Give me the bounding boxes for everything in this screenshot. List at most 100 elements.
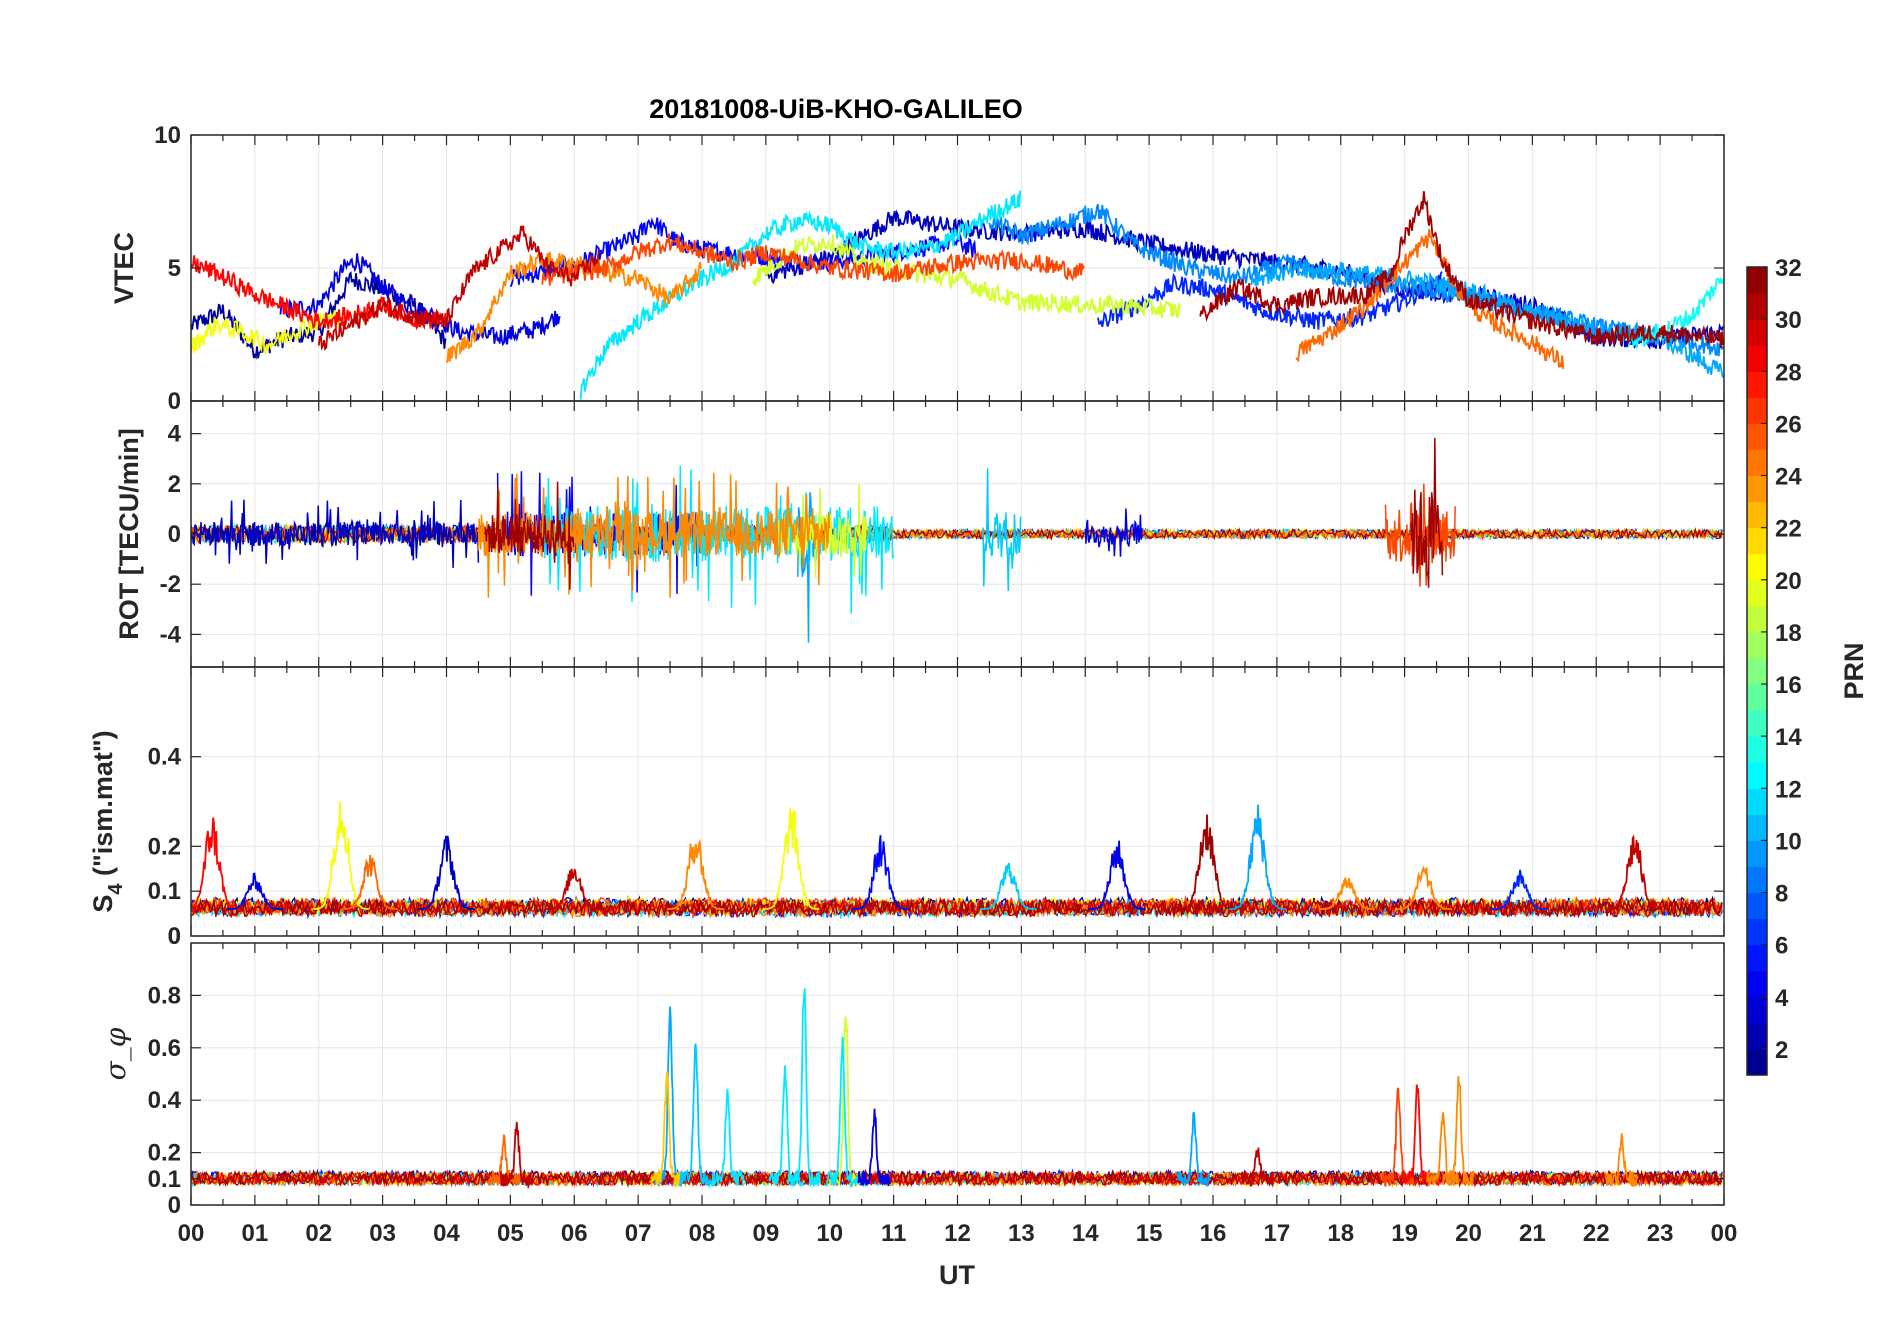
y-axis-label-s4-main: S (88, 895, 118, 913)
x-tick-label: 18 (1327, 1220, 1354, 1247)
colorbar-swatch (1747, 892, 1767, 920)
y-tick-label: 10 (154, 122, 181, 149)
colorbar-swatch (1747, 710, 1767, 737)
sigma-spike-prn-24 (1605, 1133, 1638, 1187)
plot-area-vtec (191, 190, 1724, 400)
colorbar-tick-label: 22 (1775, 516, 1802, 543)
s4-spike-prn-20 (312, 801, 370, 910)
colorbar-tick-label: 14 (1775, 724, 1802, 751)
y-tick-label: 0 (168, 388, 181, 415)
s4-spike-prn-4 (1088, 840, 1146, 910)
y-tick-label: 0 (168, 923, 181, 950)
colorbar-tick-label: 12 (1775, 776, 1802, 803)
x-tick-label: 13 (1008, 1220, 1035, 1247)
x-tick-label: 06 (561, 1220, 588, 1247)
colorbar-swatch (1747, 944, 1767, 972)
sigma-spike-prn-11 (678, 1043, 713, 1189)
colorbar-swatch (1747, 970, 1767, 998)
chart-title: 20181008-UiB-KHO-GALILEO (649, 94, 1023, 124)
y-axis-label-s4-rest: ("ism.mat") (88, 730, 118, 883)
plot-area-rot (191, 437, 1723, 643)
colorbar-swatch (1747, 449, 1767, 477)
x-tick-label: 03 (369, 1220, 396, 1247)
grid-s4 (190, 667, 1725, 937)
s4-spike-prn-28 (191, 817, 241, 910)
x-tick-label: 08 (689, 1220, 716, 1247)
sigma-spike-prn-24 (1442, 1076, 1475, 1186)
vtec-series-prn-13 (1627, 276, 1724, 349)
x-tick-label: 20 (1455, 1220, 1482, 1247)
colorbar-tick-label: 24 (1775, 464, 1802, 491)
x-tick-label: 11 (881, 1220, 906, 1247)
s4-spike-prn-24 (1318, 877, 1376, 910)
sigma-spike-prn-4 (857, 1108, 892, 1187)
sigma-spike-prn-12 (768, 1065, 802, 1187)
grid-sigma_phi (190, 943, 1725, 1206)
colorbar-swatch (1747, 501, 1767, 529)
y-axis-label-vtec: VTEC (109, 232, 139, 304)
sigma-spike-prn-25 (487, 1134, 521, 1186)
vtec-series-prn-26 (541, 233, 1085, 286)
colorbar-swatch (1747, 788, 1767, 815)
y-axis-label-rot: ROT [TECU/min] (114, 428, 144, 639)
y-tick-label: 2 (168, 471, 181, 498)
s4-spike-prn-20 (762, 808, 820, 910)
plot-area-sigma_phi (191, 988, 1723, 1190)
vtec-series-prn-25 (1295, 229, 1565, 369)
rot-burst-prn-31 (484, 481, 575, 590)
colorbar-swatch (1747, 293, 1767, 320)
vtec-series-prn-6 (1097, 271, 1443, 330)
colorbar-tick-label: 30 (1775, 307, 1802, 334)
y-tick-label: 0.2 (148, 833, 181, 860)
colorbar-swatch (1747, 527, 1767, 555)
colorbar-tick-label: 10 (1775, 828, 1802, 855)
y-tick-label: 0.6 (148, 1035, 181, 1062)
colorbar-swatch (1747, 267, 1767, 294)
colorbar-swatch (1747, 866, 1767, 894)
colorbar-swatch (1747, 553, 1767, 581)
x-tick-label: 12 (944, 1220, 971, 1247)
x-tick-label: 15 (1136, 1220, 1163, 1247)
y-tick-label: 0 (168, 1192, 181, 1219)
colorbar-swatch (1747, 762, 1767, 789)
colorbar-label: PRN (1839, 642, 1869, 699)
x-tick-label: 10 (816, 1220, 843, 1247)
s4-spike-prn-11 (979, 862, 1037, 910)
s4-spike-prn-31 (1177, 814, 1235, 910)
s4-series-prn-31 (191, 896, 1723, 918)
s4-spike-prn-4 (226, 872, 283, 910)
s4-series-prn-30 (191, 898, 1723, 920)
x-tick-label: 17 (1264, 1220, 1291, 1247)
colorbar-swatch (1747, 918, 1767, 946)
sigma-spike-prn-30 (499, 1121, 534, 1190)
rot-burst-prn-31 (1410, 437, 1444, 588)
y-axis-label-s4: S4 ("ism.mat") (88, 730, 127, 912)
x-axis-label: UT (939, 1260, 975, 1290)
colorbar-swatch (1747, 397, 1767, 424)
y-tick-label: 0 (168, 521, 181, 548)
x-tick-label: 14 (1072, 1220, 1099, 1247)
colorbar-tick-label: 28 (1775, 359, 1802, 386)
colorbar-tick-label: 8 (1775, 881, 1788, 908)
vtec-series-prn-19 (752, 234, 1181, 319)
x-tick-label: 22 (1583, 1220, 1610, 1247)
y-tick-label: 0.4 (148, 1087, 182, 1114)
colorbar-swatch (1747, 1022, 1767, 1050)
y-tick-label-extra: 0 (168, 923, 181, 950)
sigma-spike-prn-12 (825, 1037, 860, 1189)
y-tick-label: 0.4 (148, 744, 182, 771)
s4-spike-prn-30 (1605, 834, 1663, 910)
s4-spike-prn-24 (666, 838, 725, 910)
s4-spike-prn-24 (1395, 865, 1452, 910)
x-tick-label: 04 (433, 1220, 460, 1247)
s4-spike-prn-30 (545, 868, 603, 910)
x-tick-label: 19 (1391, 1220, 1418, 1247)
vtec-series-prn-30 (317, 225, 600, 351)
colorbar-tick-label: 2 (1775, 1037, 1788, 1064)
s4-spike-prn-6 (1490, 869, 1548, 910)
colorbar-tick-label: 26 (1775, 411, 1802, 438)
x-tick-label: 00 (178, 1220, 205, 1247)
